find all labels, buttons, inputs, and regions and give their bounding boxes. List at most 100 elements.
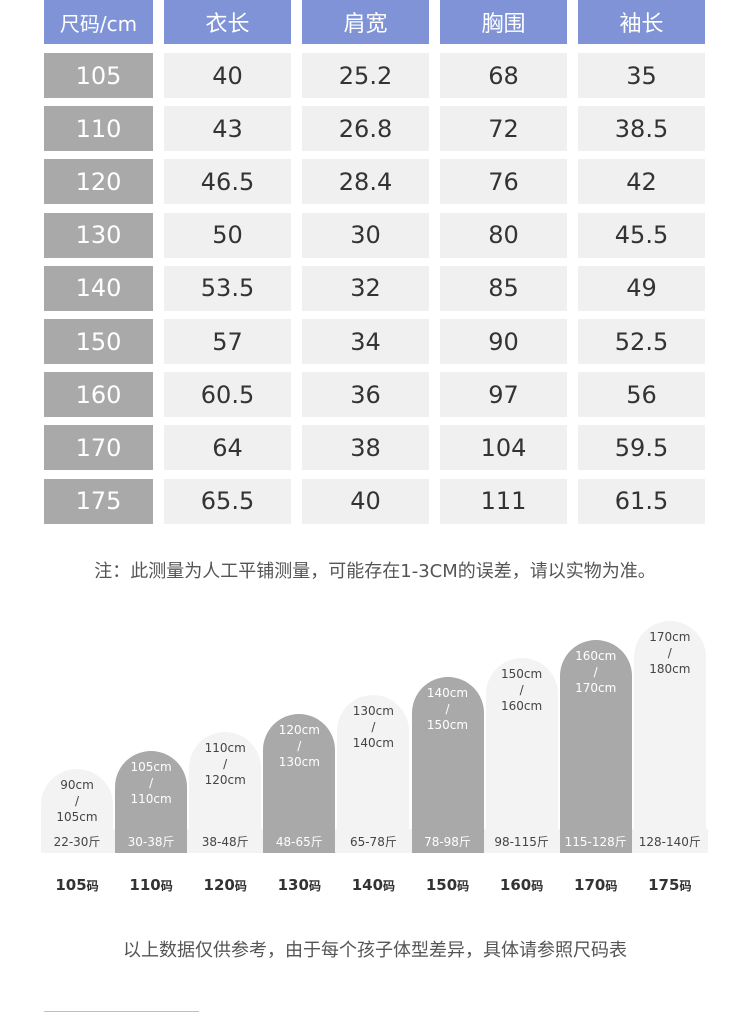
size-number: 140 — [351, 876, 384, 894]
table-cell: 28.4 — [302, 159, 429, 205]
table-cell: 68 — [440, 53, 567, 98]
height-range-text: 130cm — [352, 704, 394, 718]
height-range-text: 110cm — [130, 791, 172, 806]
table-header-cell: 衣长 — [164, 0, 291, 44]
table-cell: 26.8 — [302, 106, 429, 152]
height-range-text: / — [445, 701, 450, 716]
size-label: 110码 — [114, 876, 188, 894]
size-unit: 码 — [160, 879, 173, 893]
table-cell: 42 — [578, 159, 705, 205]
table-cell: 45.5 — [578, 212, 705, 258]
size-label: 120码 — [188, 876, 262, 894]
table-cell: 85 — [440, 265, 567, 311]
size-label: 150码 — [411, 876, 485, 894]
table-cell: 104 — [440, 425, 567, 471]
table-cell: 57 — [164, 319, 291, 364]
height-range-text: 170cm — [575, 680, 617, 695]
height-range-text: 120cm — [278, 722, 320, 737]
size-capsule: 120cm/130cm — [263, 713, 336, 829]
capsule-base — [263, 829, 336, 853]
size-number: 160 — [499, 876, 532, 894]
table-cell: 32 — [302, 265, 429, 311]
height-range-text: / — [593, 664, 598, 679]
size-cell: 140 — [44, 265, 153, 311]
size-guide-chart: 90cm/105cm 22-30斤 105码 105cm/110cm 30-38斤 110… — [0, 600, 750, 900]
table-cell: 46.5 — [164, 159, 291, 205]
table-cell: 49 — [578, 265, 705, 311]
size-unit: 码 — [679, 879, 692, 893]
size-unit: 码 — [308, 879, 321, 893]
size-cell: 160 — [44, 372, 153, 418]
height-range-text: / — [297, 738, 302, 753]
table-cell: 35 — [578, 53, 705, 98]
table-cell: 59.5 — [578, 425, 705, 471]
table-header-cell: 袖长 — [578, 0, 705, 44]
table-cell: 90 — [440, 319, 567, 364]
height-range-text: 110cm — [204, 741, 246, 755]
height-range-text: 130cm — [278, 754, 320, 769]
height-range-text: / — [74, 794, 80, 808]
table-cell: 36 — [302, 372, 429, 418]
table-cell: 38.5 — [578, 106, 705, 152]
size-cell: 105 — [44, 53, 153, 98]
table-cell: 56 — [578, 372, 705, 418]
table-cell: 34 — [302, 319, 429, 364]
height-range-text: 120cm — [204, 773, 246, 787]
size-cell: 170 — [44, 425, 153, 471]
size-number: 120 — [203, 876, 235, 894]
table-cell: 30 — [302, 212, 429, 258]
weight-range-text: 65-78斤 — [349, 835, 397, 849]
capsule-base — [559, 829, 632, 853]
weight-range-text: 38-48斤 — [201, 835, 249, 849]
height-range-text: 140cm — [426, 685, 469, 700]
size-label: 175码 — [633, 876, 707, 894]
table-cell: 72 — [440, 106, 567, 152]
size-capsule: 140cm/150cm — [411, 676, 484, 829]
weight-range-text: 115-128斤 — [564, 835, 627, 849]
table-cell: 50 — [164, 212, 291, 258]
height-range-text: / — [667, 646, 672, 660]
table-header-cell: 尺码/cm — [44, 0, 153, 44]
height-range-text: 105cm — [130, 759, 172, 774]
table-header-cell: 胸围 — [440, 0, 567, 44]
size-label: 170码 — [559, 876, 633, 894]
size-unit: 码 — [457, 879, 470, 893]
size-number: 150 — [425, 876, 458, 894]
size-capsule: 90cm / 105cm — [41, 769, 113, 829]
height-range-text: 160cm — [575, 648, 617, 663]
size-cell: 120 — [44, 159, 153, 205]
size-cell: 130 — [44, 212, 153, 258]
weight-range-text: 98-115斤 — [494, 835, 549, 849]
weight-range-text: 78-98斤 — [424, 835, 471, 849]
table-cell: 40 — [302, 478, 429, 524]
table-cell: 97 — [440, 372, 567, 418]
height-range-text: / — [223, 757, 228, 771]
size-unit: 码 — [531, 879, 544, 893]
height-range-text: 180cm — [649, 662, 691, 676]
height-range-text: 90cm — [60, 778, 94, 792]
table-cell: 60.5 — [164, 372, 291, 418]
size-cell: 150 — [44, 319, 153, 364]
measurement-note: 注：此测量为人工平铺测量，可能存在1-3CM的误差，请以实物为准。 — [94, 561, 656, 582]
capsule-base — [115, 829, 188, 853]
size-capsule: 110cm / 120cm — [189, 732, 262, 829]
size-capsule: 160cm/170cm — [559, 639, 632, 829]
reference-note: 以上数据仅供参考，由于每个孩子体型差异，具体请参照尺码表 — [123, 940, 627, 961]
size-number: 105 — [55, 876, 87, 894]
table-cell: 52.5 — [578, 319, 705, 364]
size-capsule: 105cm/110cm — [115, 750, 188, 829]
table-cell: 53.5 — [164, 265, 291, 311]
table-cell: 65.5 — [164, 478, 291, 524]
size-unit: 码 — [383, 879, 396, 893]
height-range-text: 140cm — [352, 736, 394, 750]
table-cell: 61.5 — [578, 478, 705, 524]
size-number: 110 — [129, 876, 161, 894]
table-header-cell: 肩宽 — [302, 0, 429, 44]
size-label: 130码 — [262, 876, 336, 894]
table-cell: 25.2 — [302, 53, 429, 98]
size-capsule: 150cm / 160cm — [485, 658, 558, 829]
height-range-text: / — [149, 775, 154, 790]
table-cell: 80 — [440, 212, 567, 258]
size-capsule: 130cm / 140cm — [337, 695, 410, 829]
size-label: 160码 — [485, 876, 559, 894]
